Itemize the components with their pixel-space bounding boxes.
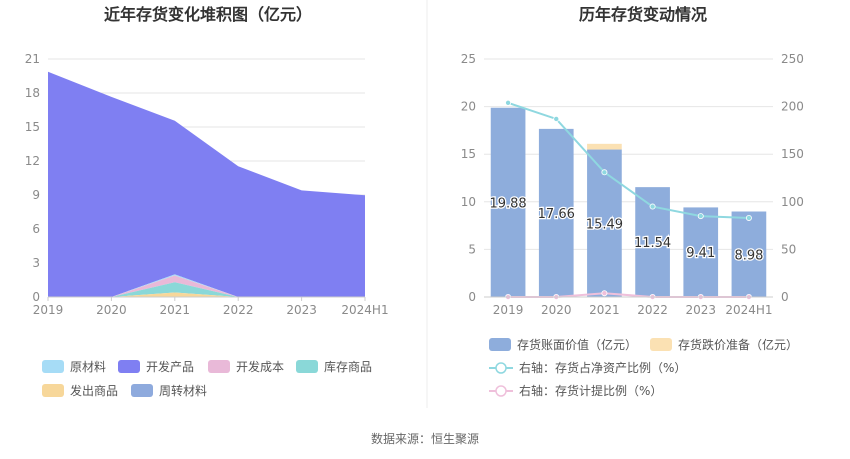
y2-tick-label: 100: [781, 195, 804, 209]
line-point: [601, 290, 608, 297]
y-tick-label: 10: [461, 195, 476, 209]
x-tick-label: 2024H1: [725, 303, 772, 317]
legend-label: 周转材料: [159, 383, 207, 398]
y-tick-label: 21: [25, 52, 40, 66]
line-point: [505, 99, 512, 106]
legend-swatch: [42, 384, 64, 397]
right-chart-right-y-axis: 0 50 100 150 200 250: [781, 52, 804, 304]
bar-value-label: 15.49: [586, 217, 623, 232]
legend-swatch: [208, 360, 230, 373]
y2-tick-label: 250: [781, 52, 804, 66]
x-tick-label: 2021: [589, 303, 620, 317]
area-原材料: [48, 274, 365, 297]
y-tick-label: 12: [25, 154, 40, 168]
legend-marker: [495, 385, 507, 397]
legend-swatch: [42, 360, 64, 373]
area-开发产品: [48, 71, 365, 298]
x-tick-label: 2020: [96, 303, 127, 317]
line-series-1: [507, 101, 749, 219]
right-chart-x-axis: 2019 2020 2021 2022 2023 2024H1: [484, 296, 773, 317]
legend-label: 发出商品: [70, 383, 118, 398]
line-point: [745, 214, 752, 221]
right-chart-legend: 存货账面价值（亿元） 存货跌价准备（亿元） 右轴：存货占净资产比例（%） 右轴：存货计…: [489, 337, 798, 398]
x-tick-label: 2019: [33, 303, 64, 317]
x-tick-label: 2023: [685, 303, 716, 317]
y-tick-label: 20: [461, 100, 476, 114]
y-tick-label: 0: [32, 290, 40, 304]
x-tick-label: 2021: [160, 303, 191, 317]
legend-label: 开发产品: [146, 359, 194, 374]
legend-marker: [495, 362, 507, 374]
bar-value-label: 17.66: [538, 207, 575, 222]
legend-label: 库存商品: [324, 359, 372, 374]
legend-label: 存货跌价准备（亿元）: [678, 337, 798, 352]
y-tick-label: 5: [468, 242, 476, 256]
y2-tick-label: 50: [781, 242, 796, 256]
legend-label: 开发成本: [236, 359, 284, 374]
legend-swatch: [296, 360, 318, 373]
right-chart-bar-labels: 19.88 17.66 15.49 11.54 9.41 8.98: [488, 195, 764, 264]
x-tick-label: 2023: [286, 303, 317, 317]
y-tick-label: 6: [32, 222, 40, 236]
x-tick-label: 2020: [541, 303, 572, 317]
area-发出商品: [48, 292, 365, 297]
line-point: [601, 169, 608, 176]
x-tick-label: 2022: [223, 303, 254, 317]
legend-label: 存货账面价值（亿元）: [517, 337, 637, 352]
y-tick-label: 15: [25, 120, 40, 134]
bar-book-value: [538, 128, 574, 297]
y2-tick-label: 0: [781, 290, 789, 304]
bar-impairment: [587, 143, 622, 150]
left-chart-areas: [48, 71, 365, 298]
bar-value-label: 9.41: [686, 246, 715, 261]
right-chart-gridlines: [484, 58, 773, 298]
x-tick-label: 2019: [493, 303, 524, 317]
bar-book-value: [490, 107, 526, 297]
y-tick-label: 25: [461, 52, 476, 66]
y2-tick-label: 200: [781, 100, 804, 114]
right-chart-left-y-axis: 0 5 10 15 20 25: [461, 52, 476, 304]
area-开发成本: [48, 275, 365, 297]
left-chart-title: 近年存货变化堆积图（亿元）: [104, 5, 312, 24]
x-tick-label: 2022: [637, 303, 668, 317]
legend-swatch: [650, 338, 672, 351]
y-tick-label: 9: [32, 188, 40, 202]
left-chart-y-axis: 0 3 6 9 12 15 18 21: [25, 52, 40, 304]
y-tick-label: 18: [25, 86, 40, 100]
legend-label: 右轴：存货占净资产比例（%）: [519, 360, 686, 375]
y-tick-label: 3: [32, 256, 40, 270]
right-chart-bars: [490, 107, 767, 297]
y-tick-label: 15: [461, 147, 476, 161]
left-chart-x-axis: 2019 2020 2021 2022 2023 2024H1: [33, 296, 389, 317]
y2-tick-label: 150: [781, 147, 804, 161]
data-source-note: 数据来源：恒生聚源: [371, 431, 479, 446]
line-point: [553, 115, 560, 122]
legend-swatch: [118, 360, 140, 373]
bar-value-label: 8.98: [734, 248, 763, 263]
line-point: [697, 213, 704, 220]
legend-label: 原材料: [70, 360, 106, 374]
bar-value-label: 11.54: [634, 236, 671, 251]
legend-swatch: [131, 384, 153, 397]
y-tick-label: 0: [468, 290, 476, 304]
legend-swatch: [489, 338, 511, 351]
bar-book-value: [731, 211, 767, 297]
right-chart-title: 历年存货变动情况: [579, 5, 707, 24]
legend-label: 右轴：存货计提比例（%）: [519, 383, 662, 398]
bar-value-label: 19.88: [489, 196, 526, 211]
x-tick-label: 2024H1: [341, 303, 388, 317]
bar-book-value: [683, 207, 719, 297]
line-point: [649, 203, 656, 210]
area-库存商品: [48, 282, 365, 297]
